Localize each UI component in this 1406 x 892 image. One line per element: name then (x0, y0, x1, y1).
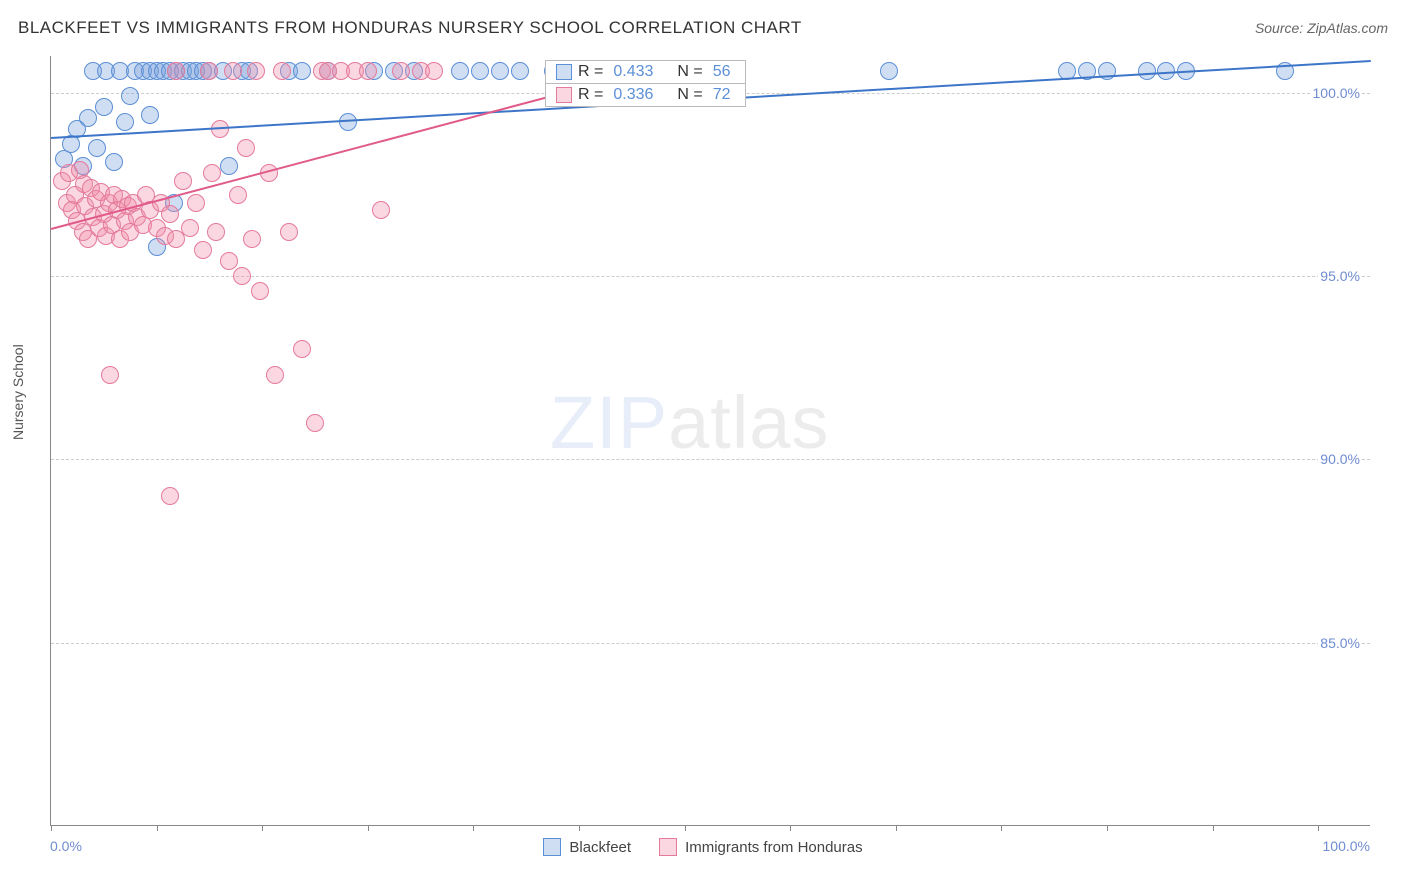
data-point (1138, 62, 1156, 80)
data-point (229, 186, 247, 204)
stats-row: R = 0.433 N = 56 (546, 61, 745, 83)
data-point (280, 223, 298, 241)
gridline (51, 643, 1370, 644)
stat-swatch (556, 64, 572, 80)
stat-r-value: 0.336 (613, 86, 653, 104)
legend-label: Immigrants from Honduras (685, 839, 863, 856)
stat-n-value: 56 (713, 63, 731, 81)
chart-legend: Blackfeet Immigrants from Honduras (0, 838, 1406, 860)
data-point (161, 487, 179, 505)
data-point (181, 219, 199, 237)
data-point (174, 172, 192, 190)
data-point (491, 62, 509, 80)
stat-r-label: R = (578, 63, 603, 81)
x-tick (790, 825, 791, 831)
data-point (511, 62, 529, 80)
data-point (121, 87, 139, 105)
data-point (116, 113, 134, 131)
x-tick (51, 825, 52, 831)
data-point (359, 62, 377, 80)
legend-swatch (659, 838, 677, 856)
stats-row: R = 0.336 N = 72 (546, 83, 745, 106)
x-tick (1318, 825, 1319, 831)
data-point (237, 139, 255, 157)
data-point (194, 241, 212, 259)
x-tick (896, 825, 897, 831)
legend-item: Blackfeet (543, 838, 631, 856)
x-tick (157, 825, 158, 831)
data-point (207, 223, 225, 241)
chart-title: BLACKFEET VS IMMIGRANTS FROM HONDURAS NU… (18, 18, 802, 38)
y-tick-label: 90.0% (1318, 451, 1362, 467)
x-tick (685, 825, 686, 831)
legend-label: Blackfeet (569, 839, 631, 856)
data-point (251, 282, 269, 300)
data-point (880, 62, 898, 80)
legend-item: Immigrants from Honduras (659, 838, 863, 856)
x-tick (579, 825, 580, 831)
data-point (425, 62, 443, 80)
stat-n-value: 72 (713, 86, 731, 104)
data-point (141, 106, 159, 124)
y-axis-label: Nursery School (10, 344, 26, 440)
stats-box: R = 0.433 N = 56 R = 0.336 N = 72 (545, 60, 746, 107)
data-point (187, 194, 205, 212)
x-tick (368, 825, 369, 831)
stat-n-label: N = (677, 63, 702, 81)
x-tick (262, 825, 263, 831)
data-point (293, 340, 311, 358)
data-point (392, 62, 410, 80)
chart-header: BLACKFEET VS IMMIGRANTS FROM HONDURAS NU… (18, 18, 1388, 38)
stat-n-label: N = (677, 86, 702, 104)
stat-r-value: 0.433 (613, 63, 653, 81)
data-point (471, 62, 489, 80)
x-tick (1213, 825, 1214, 831)
x-tick (1001, 825, 1002, 831)
data-point (88, 139, 106, 157)
stat-r-label: R = (578, 86, 603, 104)
data-point (372, 201, 390, 219)
data-point (95, 98, 113, 116)
data-point (273, 62, 291, 80)
data-point (293, 62, 311, 80)
data-point (220, 157, 238, 175)
y-tick-label: 85.0% (1318, 635, 1362, 651)
data-point (161, 205, 179, 223)
data-point (266, 366, 284, 384)
stat-swatch (556, 87, 572, 103)
gridline (51, 459, 1370, 460)
y-tick-label: 95.0% (1318, 268, 1362, 284)
data-point (224, 62, 242, 80)
x-tick (473, 825, 474, 831)
data-point (306, 414, 324, 432)
plot-area: 85.0% 90.0% 95.0% 100.0% (50, 56, 1370, 826)
data-point (220, 252, 238, 270)
data-point (79, 109, 97, 127)
data-point (101, 366, 119, 384)
x-tick (1107, 825, 1108, 831)
data-point (233, 267, 251, 285)
chart-source: Source: ZipAtlas.com (1255, 20, 1388, 36)
data-point (200, 62, 218, 80)
data-point (105, 153, 123, 171)
data-point (243, 230, 261, 248)
data-point (167, 62, 185, 80)
data-point (247, 62, 265, 80)
legend-swatch (543, 838, 561, 856)
data-point (203, 164, 221, 182)
y-tick-label: 100.0% (1311, 85, 1362, 101)
data-point (451, 62, 469, 80)
